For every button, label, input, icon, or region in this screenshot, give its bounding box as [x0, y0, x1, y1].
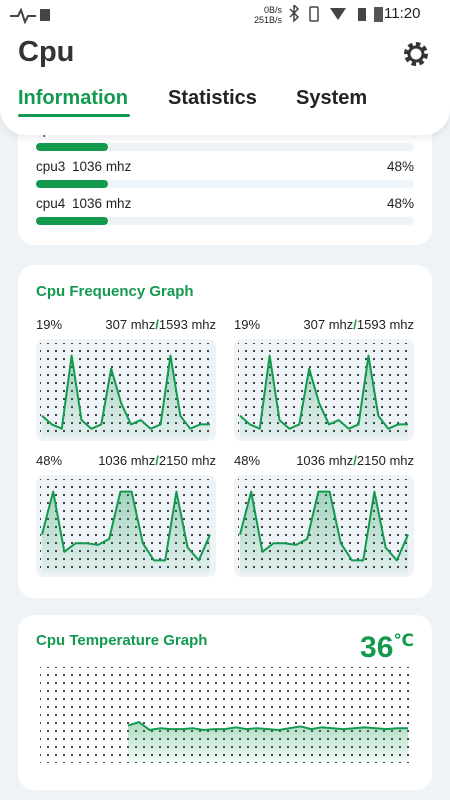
cell-current: 307 mhz	[303, 317, 354, 332]
graph-line	[127, 721, 408, 731]
cell-max: 2150 mhz	[158, 453, 216, 468]
graph	[36, 339, 216, 441]
core-freq: 1036 mhz	[72, 159, 132, 174]
temperature-readout: 36℃	[360, 631, 414, 665]
graph-line	[41, 490, 211, 562]
cell-percent: 48%	[234, 453, 261, 468]
tab[interactable]: System	[296, 87, 368, 109]
core-name: cpu4	[36, 196, 66, 211]
graph	[40, 667, 410, 763]
graph	[36, 475, 216, 577]
status-icons	[289, 5, 383, 23]
temperature-card: Cpu Temperature Graph 36℃	[18, 615, 432, 790]
cell-freq: 1036 mhz/2150 mhz	[98, 453, 216, 468]
cell-current: 1036 mhz	[98, 453, 156, 468]
cell-percent: 19%	[36, 317, 63, 332]
cell-separator: /	[353, 317, 357, 332]
graph-line	[41, 354, 210, 430]
card-title: Cpu Temperature Graph	[36, 632, 208, 649]
clock: 11:20	[384, 5, 421, 22]
temperature-value: 36	[360, 631, 394, 664]
cell-separator: /	[353, 453, 357, 468]
core-label: cpu4 1036 mhz	[36, 196, 131, 211]
settings-button[interactable]	[402, 40, 430, 68]
progress-track	[36, 180, 414, 188]
net-down: 251B/s	[253, 15, 282, 25]
cell-current: 1036 mhz	[296, 453, 354, 468]
graph	[234, 475, 414, 577]
cell-current: 307 mhz	[105, 317, 156, 332]
graph-area	[128, 722, 408, 763]
core-percent: 48%	[386, 159, 414, 174]
progress-track	[36, 217, 414, 225]
cell-max: 2150 mhz	[356, 453, 414, 468]
temperature-unit: ℃	[393, 631, 414, 650]
progress-bar	[36, 217, 108, 225]
cell-max: 1593 mhz	[356, 317, 414, 332]
progress-track	[36, 143, 414, 151]
core-name: cpu3	[36, 159, 66, 174]
graph-area	[42, 491, 210, 573]
activity-icon	[10, 8, 50, 24]
core-freq: 1036 mhz	[72, 196, 132, 211]
graph-line	[239, 490, 409, 562]
tab[interactable]: Statistics	[168, 87, 257, 109]
frequency-card: Cpu Frequency Graph 19% 307 mhz/1593 mhz 1…	[18, 265, 432, 598]
net-up: 0B/s	[263, 5, 282, 15]
app-title: Cpu	[18, 36, 75, 68]
graph-area	[240, 491, 408, 573]
card-title: Cpu Frequency Graph	[36, 283, 194, 300]
cell-separator: /	[155, 317, 159, 332]
cell-separator: /	[155, 453, 159, 468]
core-label: cpu3 1036 mhz	[36, 159, 131, 174]
tab-indicator	[18, 114, 130, 117]
cell-freq: 307 mhz/1593 mhz	[105, 317, 216, 332]
cell-percent: 19%	[234, 317, 261, 332]
graph-line	[239, 354, 408, 430]
header: 0B/s 251B/s 11:20 Cpu Information Statist…	[0, 0, 450, 135]
cell-freq: 1036 mhz/2150 mhz	[296, 453, 414, 468]
cell-max: 1593 mhz	[158, 317, 216, 332]
net-speed: 0B/s 251B/s	[240, 5, 282, 25]
progress-bar	[36, 143, 108, 151]
progress-bar	[36, 180, 108, 188]
cell-freq: 307 mhz/1593 mhz	[303, 317, 414, 332]
cell-percent: 48%	[36, 453, 63, 468]
graph	[234, 339, 414, 441]
tab[interactable]: Information	[18, 87, 128, 109]
core-percent: 48%	[386, 196, 414, 211]
